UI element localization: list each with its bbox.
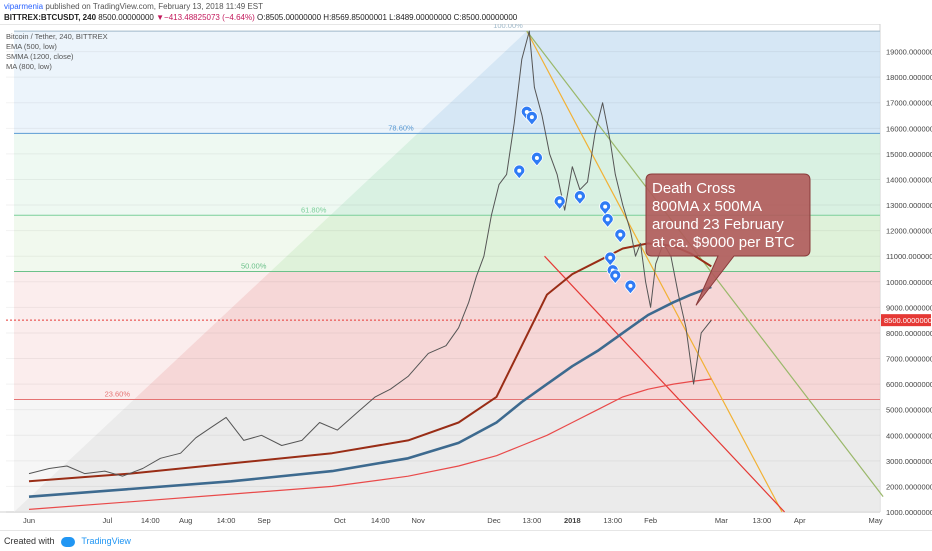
series-ma-800 bbox=[28, 378, 712, 510]
x-tick-label: Dec bbox=[487, 516, 501, 525]
y-tick-label: 6000.00000000 bbox=[886, 380, 932, 389]
last-price: 8500.00000000 bbox=[98, 13, 154, 22]
y-tick-label: 14000.00000000 bbox=[886, 175, 932, 184]
x-tick-label: 13:00 bbox=[522, 516, 541, 525]
y-tick-label: 4000.00000000 bbox=[886, 431, 932, 440]
idea-marker-dot bbox=[618, 232, 623, 237]
legend-item-ema: EMA (500, low) bbox=[6, 42, 57, 51]
fib-label: 23.60% bbox=[105, 389, 131, 398]
fib-wedge-mask bbox=[14, 26, 527, 512]
created-with-label: Created with bbox=[4, 536, 55, 546]
x-tick-label: Jul bbox=[103, 516, 113, 525]
y-tick-label: 12000.00000000 bbox=[886, 227, 932, 236]
publish-info: published on TradingView.com, February 1… bbox=[45, 2, 263, 11]
y-tick-label: 13000.00000000 bbox=[886, 201, 932, 210]
current-price-label: 8500.00000000 bbox=[884, 316, 932, 325]
fib-label: 50.00% bbox=[241, 262, 267, 271]
footer: Created with TradingView bbox=[0, 530, 932, 551]
fib-zone bbox=[14, 399, 880, 512]
fib-label: 100.00% bbox=[493, 24, 523, 30]
idea-marker-dot bbox=[628, 283, 633, 288]
tradingview-logo-icon bbox=[61, 536, 76, 547]
idea-marker-dot bbox=[603, 204, 608, 209]
fib-label: 61.80% bbox=[301, 205, 327, 214]
trend-line bbox=[544, 255, 786, 513]
idea-marker-dot bbox=[557, 199, 562, 204]
trend-line bbox=[526, 30, 884, 498]
x-tick-label: Jun bbox=[23, 516, 35, 525]
tradingview-brand[interactable]: TradingView bbox=[81, 536, 131, 546]
series-ema-500 bbox=[28, 285, 712, 498]
y-tick-label: 19000.00000000 bbox=[886, 48, 932, 57]
price-change: ▼−413.48825073 (−4.64%) bbox=[156, 13, 255, 22]
price-chart[interactable]: 100.00% 78.60% 61.80% 50.00% 23.60% 1000.0000… bbox=[0, 24, 932, 530]
x-tick-label: Apr bbox=[794, 516, 806, 525]
callout-text-line: Death Cross bbox=[652, 180, 735, 197]
y-tick-label: 11000.00000000 bbox=[886, 252, 932, 261]
y-tick-label: 18000.00000000 bbox=[886, 73, 932, 82]
series-price bbox=[28, 30, 712, 477]
y-tick-label: 9000.00000000 bbox=[886, 303, 932, 312]
idea-marker-dot bbox=[613, 273, 618, 278]
idea-marker-dot bbox=[534, 156, 539, 161]
x-tick-label: 14:00 bbox=[217, 516, 236, 525]
y-tick-label: 5000.00000000 bbox=[886, 406, 932, 415]
idea-marker-dot bbox=[577, 194, 582, 199]
ohlc-values: O:8505.00000000 H:8569.85000001 L:8489.0… bbox=[257, 13, 518, 22]
y-tick-label: 10000.00000000 bbox=[886, 278, 932, 287]
created-with: Created with TradingView bbox=[4, 536, 131, 547]
y-tick-label: 3000.00000000 bbox=[886, 457, 932, 466]
x-tick-label: Nov bbox=[411, 516, 425, 525]
y-tick-label: 1000.00000000 bbox=[886, 508, 932, 517]
callout-text-line: 800MA x 500MA bbox=[652, 198, 762, 215]
price-axis-panel bbox=[880, 24, 932, 530]
x-tick-label: Aug bbox=[179, 516, 192, 525]
chart-header: viparmenia published on TradingView.com,… bbox=[0, 0, 932, 25]
legend-item-smma: SMMA (1200, close) bbox=[6, 52, 74, 61]
y-tick-label: 8000.00000000 bbox=[886, 329, 932, 338]
author-link[interactable]: viparmenia bbox=[4, 2, 44, 11]
y-tick-label: 7000.00000000 bbox=[886, 355, 932, 364]
x-tick-label: Sep bbox=[257, 516, 270, 525]
y-tick-label: 16000.00000000 bbox=[886, 124, 932, 133]
x-tick-label: May bbox=[868, 516, 882, 525]
current-price-badge bbox=[881, 314, 931, 327]
callout-text-line: at ca. $9000 per BTC bbox=[652, 234, 795, 251]
indicator-legend: Bitcoin / Tether, 240, BITTREX EMA (500,… bbox=[6, 32, 108, 72]
x-tick-label: 14:00 bbox=[371, 516, 390, 525]
y-tick-label: 15000.00000000 bbox=[886, 150, 932, 159]
x-tick-label: Mar bbox=[715, 516, 728, 525]
idea-marker-dot bbox=[529, 115, 534, 120]
y-tick-label: 2000.00000000 bbox=[886, 482, 932, 491]
y-tick-label: 17000.00000000 bbox=[886, 99, 932, 108]
x-tick-label: Feb bbox=[644, 516, 657, 525]
idea-marker-dot bbox=[608, 255, 613, 260]
x-tick-label: 13:00 bbox=[603, 516, 622, 525]
publish-line: viparmenia published on TradingView.com,… bbox=[4, 2, 263, 11]
x-tick-label: 2018 bbox=[564, 516, 581, 525]
legend-item-ma: MA (800, low) bbox=[6, 62, 52, 71]
legend-title: Bitcoin / Tether, 240, BITTREX bbox=[6, 32, 108, 41]
symbol-label: BITTREX:BTCUSDT, 240 bbox=[4, 13, 97, 22]
idea-marker-dot bbox=[517, 168, 522, 173]
x-tick-label: 14:00 bbox=[141, 516, 160, 525]
x-tick-label: Oct bbox=[334, 516, 347, 525]
x-tick-label: 13:00 bbox=[752, 516, 771, 525]
fib-label: 78.60% bbox=[388, 123, 414, 132]
idea-marker-dot bbox=[605, 217, 610, 222]
symbol-line: BITTREX:BTCUSDT, 240 8500.00000000 ▼−413… bbox=[4, 13, 517, 22]
death-cross-callout bbox=[645, 173, 811, 306]
callout-text-line: around 23 February bbox=[652, 216, 784, 233]
